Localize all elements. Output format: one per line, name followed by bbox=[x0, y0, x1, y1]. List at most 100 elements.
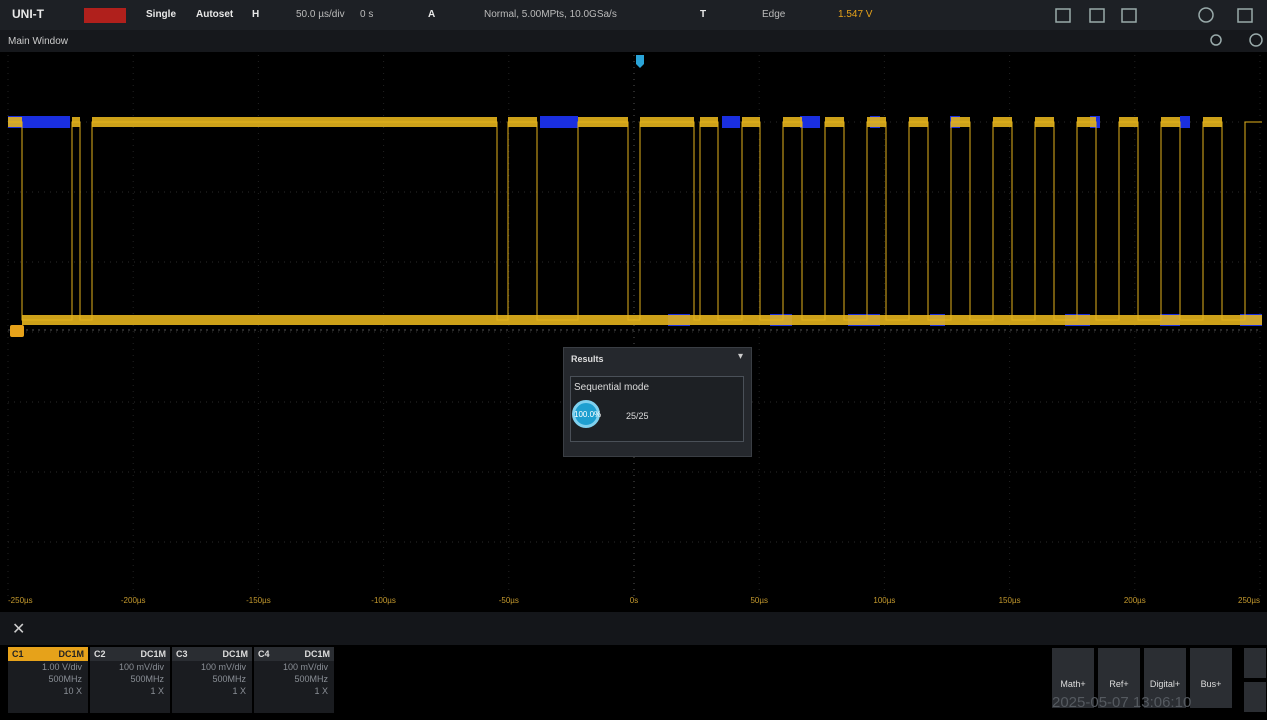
channel-scale: 1.00 V/div bbox=[41, 662, 82, 672]
channel-trace bbox=[540, 116, 578, 128]
results-count: 25/25 bbox=[626, 411, 649, 421]
channel-trace bbox=[909, 117, 928, 127]
datetime: 2025-05-07 13:06:10 bbox=[1052, 694, 1192, 711]
channel-trace bbox=[640, 117, 694, 127]
channel-trace bbox=[92, 117, 497, 127]
channel-bandwidth: 500MHz bbox=[212, 674, 246, 684]
channel-scale: 100 mV/div bbox=[118, 662, 164, 672]
channel-coupling: DC1M bbox=[140, 649, 166, 659]
acquire-label[interactable]: A bbox=[428, 9, 436, 20]
channel-marker[interactable] bbox=[10, 325, 24, 337]
results-mode: Sequential mode bbox=[574, 382, 650, 393]
channel-trace bbox=[1077, 117, 1096, 127]
timebase[interactable]: 50.0 µs/div bbox=[296, 9, 345, 20]
time-label: -250µs bbox=[8, 596, 33, 605]
channel-trace bbox=[951, 117, 970, 127]
menu-button[interactable]: Bus+ bbox=[1190, 648, 1232, 708]
trigger-label[interactable]: T bbox=[700, 9, 707, 20]
title-bar bbox=[0, 30, 1267, 52]
horizontal-label[interactable]: H bbox=[252, 9, 260, 20]
side-button[interactable] bbox=[1244, 648, 1266, 678]
channel-trace bbox=[886, 315, 928, 325]
channel-trace bbox=[497, 315, 537, 325]
channel-coupling: DC1M bbox=[222, 649, 248, 659]
channel-box[interactable]: C4 DC1M 100 mV/div 500MHz 1 X bbox=[254, 647, 334, 713]
channel-trace bbox=[970, 315, 1012, 325]
channel-trace bbox=[8, 117, 22, 127]
channel-bandwidth: 500MHz bbox=[294, 674, 328, 684]
channel-trace bbox=[8, 116, 70, 128]
channel-trace bbox=[578, 117, 628, 127]
channel-trace bbox=[8, 121, 1262, 321]
channel-trace bbox=[1096, 315, 1138, 325]
channel-trace bbox=[928, 315, 970, 325]
channel-coupling: DC1M bbox=[58, 649, 84, 659]
trigger-type[interactable]: Edge bbox=[762, 9, 786, 20]
time-label: 100µs bbox=[873, 596, 895, 605]
channel-trace bbox=[700, 117, 718, 127]
brand: UNI-T bbox=[12, 7, 44, 21]
channel-coupling: DC1M bbox=[304, 649, 330, 659]
time-label: -150µs bbox=[246, 596, 271, 605]
time-label: -100µs bbox=[371, 596, 396, 605]
time-label: 0s bbox=[630, 596, 638, 605]
time-label: -200µs bbox=[121, 596, 146, 605]
channel-trace bbox=[722, 116, 740, 128]
channel-trace bbox=[1203, 117, 1222, 127]
channel-trace bbox=[802, 315, 844, 325]
trigger-marker[interactable] bbox=[636, 55, 644, 68]
channel-probe: 1 X bbox=[232, 686, 246, 696]
channel-trace bbox=[825, 117, 844, 127]
channel-probe: 10 X bbox=[63, 686, 82, 696]
time-label: 150µs bbox=[999, 596, 1021, 605]
channel-box[interactable]: C1 DC1M 1.00 V/div 500MHz 10 X bbox=[8, 647, 88, 713]
channel-trace bbox=[742, 117, 760, 127]
time-label: 50µs bbox=[750, 596, 768, 605]
results-percent: 100.0% bbox=[574, 410, 602, 419]
channel-bandwidth: 500MHz bbox=[130, 674, 164, 684]
channel-trace bbox=[1054, 315, 1096, 325]
results-panel[interactable]: Results ▾ Sequential mode 100.0% 25/25 bbox=[563, 347, 752, 457]
channel-trace bbox=[760, 315, 802, 325]
channel-trace bbox=[1161, 117, 1180, 127]
channel-name: C1 bbox=[12, 649, 24, 659]
channel-box[interactable]: C3 DC1M 100 mV/div 500MHz 1 X bbox=[172, 647, 252, 713]
menu-button[interactable]: Ref+ bbox=[1098, 648, 1140, 708]
trigger-level[interactable]: 1.547 V bbox=[838, 9, 873, 20]
channel-trace bbox=[694, 315, 718, 325]
channel-trace bbox=[72, 117, 80, 127]
status-strip bbox=[0, 612, 1267, 645]
channel-trace bbox=[844, 315, 886, 325]
channel-trace bbox=[783, 117, 802, 127]
side-button[interactable] bbox=[1244, 682, 1266, 712]
autoset-button[interactable]: Autoset bbox=[196, 9, 234, 20]
channel-trace bbox=[537, 315, 628, 325]
results-title: Results bbox=[571, 354, 604, 364]
svg-text:✕: ✕ bbox=[12, 621, 25, 638]
channel-name: C4 bbox=[258, 649, 270, 659]
channel-probe: 1 X bbox=[314, 686, 328, 696]
channel-trace bbox=[1180, 315, 1222, 325]
acquire-mode[interactable]: Normal, 5.00MPts, 10.0GSa/s bbox=[484, 9, 617, 20]
offset[interactable]: 0 s bbox=[360, 9, 374, 20]
channel-name: C3 bbox=[176, 649, 188, 659]
channel-box[interactable]: C2 DC1M 100 mV/div 500MHz 1 X bbox=[90, 647, 170, 713]
channel-trace bbox=[628, 315, 694, 325]
channel-trace bbox=[22, 315, 80, 325]
menu-button[interactable]: Math+ bbox=[1052, 648, 1094, 708]
time-label: 250µs bbox=[1238, 596, 1260, 605]
channel-trace bbox=[508, 117, 537, 127]
menu-button[interactable]: Digital+ bbox=[1144, 648, 1186, 708]
window-title: Main Window bbox=[8, 36, 69, 47]
channel-trace bbox=[800, 116, 820, 128]
channel-bandwidth: 500MHz bbox=[48, 674, 82, 684]
channel-scale: 100 mV/div bbox=[282, 662, 328, 672]
run-stop[interactable] bbox=[84, 8, 126, 23]
channel-trace bbox=[1035, 117, 1054, 127]
channel-trace bbox=[718, 315, 760, 325]
single-button[interactable]: Single bbox=[146, 9, 177, 20]
channel-trace bbox=[1012, 315, 1054, 325]
channel-probe: 1 X bbox=[150, 686, 164, 696]
